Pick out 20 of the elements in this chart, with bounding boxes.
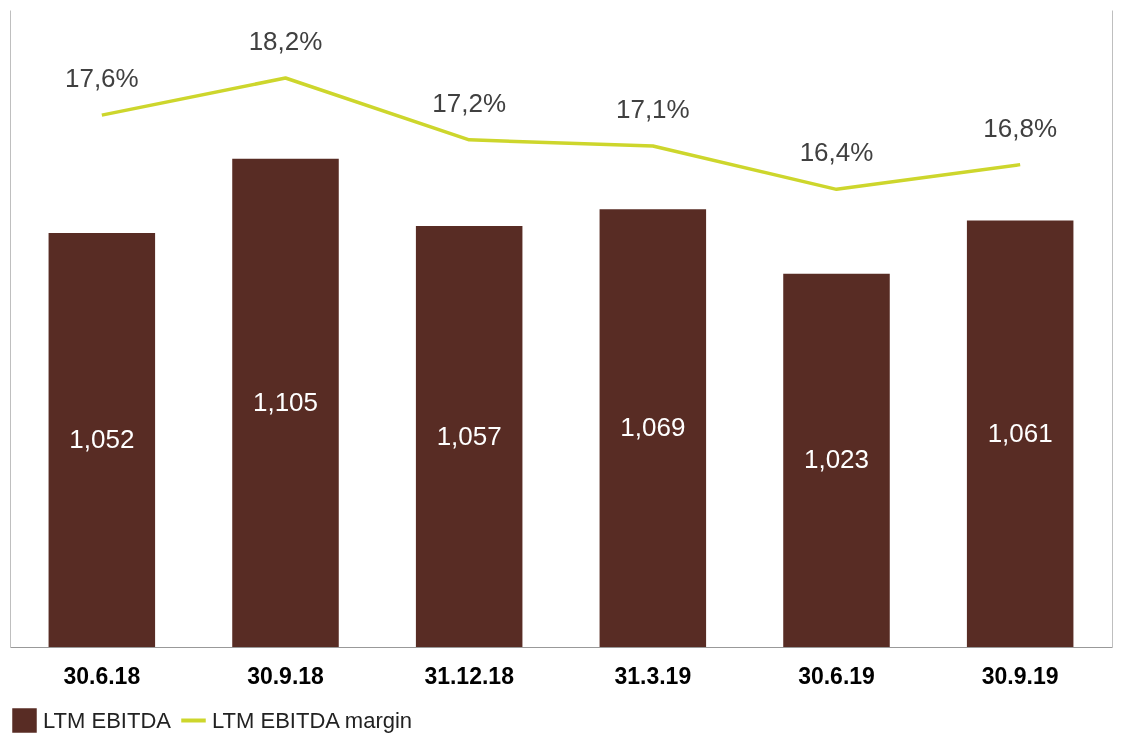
x-tick-label: 30.6.18 — [63, 662, 141, 689]
data-label: 18,2% — [248, 26, 323, 57]
data-label: 1,105 — [252, 386, 319, 417]
data-label: 16,4% — [799, 137, 874, 168]
data-label: 17,2% — [432, 87, 507, 118]
legend-label: LTM EBITDA — [43, 707, 172, 733]
x-tick-label: 30.9.18 — [247, 662, 325, 689]
data-label: 17,6% — [64, 63, 139, 94]
data-label: 1,057 — [436, 420, 502, 451]
data-label: 1,052 — [69, 424, 135, 455]
data-label: 16,8% — [983, 112, 1058, 143]
x-tick-label: 30.6.19 — [798, 662, 875, 689]
data-label: 1,069 — [620, 412, 686, 443]
data-label: 1,023 — [803, 444, 870, 475]
data-label: 17,1% — [615, 94, 690, 125]
data-label: 1,061 — [987, 417, 1053, 448]
x-tick-label: 31.3.19 — [614, 662, 692, 689]
x-tick-label: 31.12.18 — [424, 662, 515, 689]
x-tick-label: 30.9.19 — [981, 662, 1059, 689]
legend-label: LTM EBITDA margin — [212, 707, 413, 733]
